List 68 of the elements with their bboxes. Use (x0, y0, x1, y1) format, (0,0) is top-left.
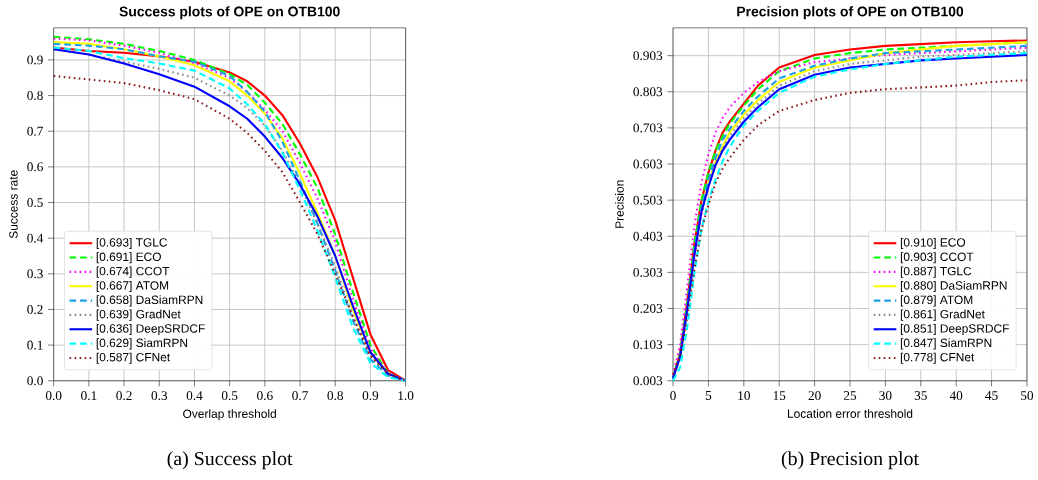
y-tick-label: 0.203 (633, 303, 663, 313)
x-tick-label: 10 (738, 391, 750, 400)
y-axis-title: Precision (615, 180, 624, 228)
y-tick-label: 0.0 (27, 376, 43, 386)
x-tick-label: 50 (1021, 391, 1034, 400)
x-tick-label: 0.7 (292, 391, 308, 401)
legend-label: [0.879] ATOM (900, 295, 973, 307)
y-tick-label: 0.903 (633, 51, 663, 61)
x-tick-label: 25 (843, 391, 857, 400)
legend-label: [0.658] DaSiamRPN (96, 295, 203, 307)
text: (a) Success plot (167, 451, 293, 470)
y-tick-label: 0.6 (27, 162, 43, 172)
x-tick-label: 0.8 (327, 391, 344, 401)
legend-label: [0.693] TGLC (96, 237, 168, 249)
x-tick-label: 5 (705, 391, 712, 400)
y-tick-label: 0.7 (27, 126, 43, 136)
y-axis-title: Success rate (9, 170, 18, 239)
y-tick-label: 0.1 (27, 340, 43, 350)
y-tick-label: 0.703 (633, 123, 663, 133)
x-tick-label: 1.0 (398, 391, 414, 401)
legend-label: [0.691] ECO (96, 252, 161, 264)
x-tick-label: 0.9 (362, 391, 379, 401)
legend-label: [0.861] GradNet (900, 309, 985, 321)
y-tick-label: 0.4 (27, 233, 44, 243)
y-tick-label: 0.2 (27, 304, 43, 314)
legend-label: [0.851] DeepSRDCF (900, 323, 1009, 335)
legend-label: [0.629] SiamRPN (96, 338, 188, 350)
x-tick-label: 0.6 (257, 391, 273, 401)
y-tick-label: 0.8 (27, 90, 43, 100)
legend-label: [0.910] ECO (900, 237, 966, 249)
x-tick-label: 0.5 (221, 391, 238, 401)
chart-title: Precision plots of OPE on OTB100 (737, 6, 964, 20)
y-tick-label: 0.403 (633, 231, 663, 241)
legend-label: [0.587] CFNet (96, 352, 171, 364)
y-tick-label: 0.803 (633, 87, 663, 97)
legend-label: [0.636] DeepSRDCF (96, 323, 205, 335)
chart-title: Success plots of OPE on OTB100 (119, 6, 340, 20)
y-tick-label: 0.5 (27, 197, 43, 207)
x-tick-label: 0.3 (151, 391, 168, 401)
x-tick-label: 30 (879, 391, 892, 400)
x-tick-label: 0.4 (186, 391, 203, 401)
x-tick-label: 45 (985, 391, 998, 400)
legend-label: [0.847] SiamRPN (900, 338, 992, 350)
x-tick-label: 20 (808, 391, 821, 400)
x-axis-title: Overlap threshold (183, 409, 276, 421)
y-tick-label: 0.3 (27, 269, 43, 279)
y-tick-label: 0.003 (633, 376, 663, 386)
y-tick-label: 0.603 (633, 159, 663, 169)
legend-label: [0.639] GradNet (96, 309, 181, 321)
x-tick-label: 0.2 (116, 391, 132, 401)
text: (b) Precision plot (781, 451, 919, 470)
y-tick-label: 0.103 (633, 340, 663, 350)
x-tick-label: 0.1 (81, 391, 97, 401)
x-tick-label: 35 (914, 391, 927, 400)
legend-label: [0.674] CCOT (96, 266, 170, 278)
x-tick-label: 0.0 (45, 391, 62, 401)
x-tick-label: 0 (670, 391, 676, 400)
x-tick-label: 15 (773, 391, 786, 400)
legend-label: [0.880] DaSiamRPN (900, 280, 1007, 292)
y-tick-label: 0.503 (633, 195, 663, 205)
x-tick-label: 40 (949, 391, 963, 400)
legend-label: [0.778] CFNet (900, 352, 975, 364)
legend-label: [0.887] TGLC (900, 266, 972, 278)
y-tick-label: 0.9 (27, 55, 43, 65)
x-axis-title: Location error threshold (787, 409, 913, 418)
y-tick-label: 0.303 (633, 267, 663, 277)
legend-label: [0.667] ATOM (96, 280, 169, 292)
legend-label: [0.903] CCOT (900, 252, 974, 264)
